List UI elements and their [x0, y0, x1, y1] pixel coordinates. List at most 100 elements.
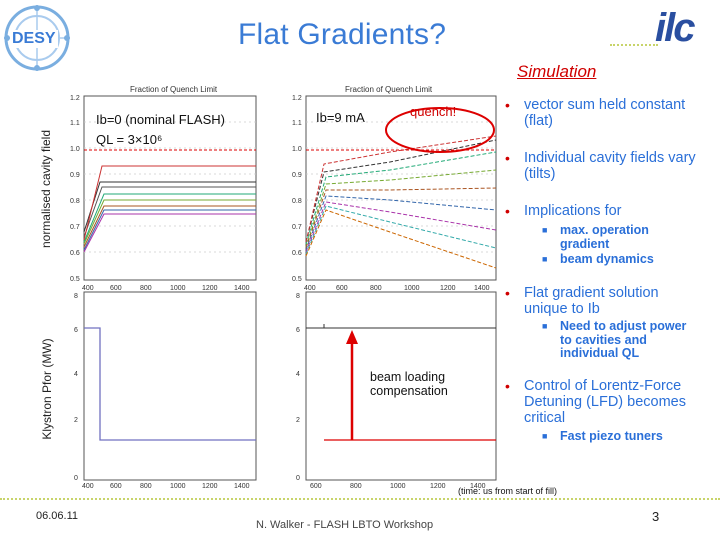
ytick-tl-6: 0.6 [70, 250, 80, 257]
bullet-5: • Control of Lorentz-Force Detuning (LFD… [505, 378, 704, 426]
bullet-1-text: vector sum held constant (flat) [524, 97, 686, 129]
bullet-dot: • [505, 97, 510, 113]
curve-tl-7 [83, 213, 256, 253]
top-left-axis-label: Fraction of Quench Limit [130, 85, 218, 94]
bullet-5-text: Control of Lorentz-Force Detuning (LFD) … [524, 378, 686, 426]
xtick-bl-1: 600 [110, 483, 122, 490]
ytick-tr-5: 0.7 [292, 224, 302, 231]
xtick-br-1: 800 [350, 483, 362, 490]
footer-date: 06.06.11 [36, 510, 79, 522]
xtick-bl-4: 1200 [202, 483, 218, 490]
ytick-tr-0: 1.2 [292, 95, 302, 102]
ytick-tr-1: 1.1 [292, 120, 302, 127]
slide-title: Flat Gradients? [238, 18, 447, 51]
curve-tr-8 [305, 209, 497, 269]
ytick-br-3: 2 [296, 417, 300, 424]
sub-bullet-square: ■ [542, 225, 548, 235]
xtick-tl-2: 800 [140, 285, 152, 292]
sub-bullet-square: ■ [542, 254, 548, 264]
ytick-tr-2: 1.0 [292, 146, 302, 153]
curve-tr-7 [305, 205, 497, 255]
plot-frame-top-left [83, 95, 257, 281]
sub-3-1-text: max. operation gradient [560, 223, 649, 251]
ytick-tl-7: 0.5 [70, 276, 80, 283]
ytick-tr-3: 0.9 [292, 172, 302, 179]
ylabel-cavity-field: normalised cavity field [39, 129, 53, 249]
plot-frame-bottom-left [83, 291, 257, 481]
ytick-tr-4: 0.8 [292, 198, 302, 205]
legend-tr: Ib=9 mA [316, 110, 365, 125]
ytick-tl-2: 1.0 [70, 146, 80, 153]
plot-frame-bottom-right [305, 291, 497, 481]
curve-tr-5 [305, 195, 497, 251]
sub-3-2: ■ beam dynamics [542, 252, 680, 267]
curve-tl-8 [83, 165, 256, 241]
xtick-tl-0: 400 [82, 285, 94, 292]
ytick-tl-0: 1.2 [70, 95, 80, 102]
header-dotted-line [610, 44, 658, 46]
ytick-br-2: 4 [296, 371, 300, 378]
xtick-bl-5: 1400 [234, 483, 250, 490]
bullet-dot: • [505, 285, 510, 301]
curve-tl-4 [83, 199, 256, 245]
ytick-bl-4: 0 [74, 475, 78, 482]
bullet-dot: • [505, 203, 510, 219]
bullet-1: • vector sum held constant (flat) [505, 97, 704, 129]
curve-tl-5 [83, 205, 256, 248]
curve-tr-2 [305, 151, 497, 245]
xtick-tr-2: 800 [370, 285, 382, 292]
bullet-3-text: Implications for [524, 203, 622, 219]
sub-bullet-square: ■ [542, 431, 548, 441]
curve-tl-1 [83, 181, 256, 233]
desy-logo: DESY [2, 2, 72, 74]
ilc-logo: ilc [655, 6, 696, 50]
xtick-bl-2: 800 [140, 483, 152, 490]
xtick-br-4: 1400 [470, 483, 486, 490]
ytick-tl-1: 1.1 [70, 120, 80, 127]
klystron-curve-bl [84, 327, 256, 441]
legend-tl-line2: QL = 3×10⁶ [96, 132, 163, 147]
bullet-3: • Implications for [505, 203, 704, 219]
annotation-line2: compensation [370, 384, 448, 398]
quench-label: quench! [410, 104, 457, 119]
xtick-tr-0: 400 [304, 285, 316, 292]
ytick-bl-3: 2 [74, 417, 78, 424]
sub-5-1: ■ Fast piezo tuners [542, 429, 690, 444]
desy-logo-text: DESY [10, 30, 58, 48]
ytick-br-4: 0 [296, 475, 300, 482]
curve-tr-6 [305, 201, 497, 253]
xtick-tr-3: 1000 [404, 285, 420, 292]
sub-4-1: ■ Need to adjust power to cavities and i… [542, 319, 700, 361]
bullet-4-text: Flat gradient solution unique to Ib [524, 285, 659, 317]
curve-tl-2 [83, 186, 256, 238]
bullet-dot: • [505, 378, 510, 394]
legend-tl-line1: Ib=0 (nominal FLASH) [96, 112, 225, 127]
curve-tr-9 [305, 135, 497, 243]
xtick-br-3: 1200 [430, 483, 446, 490]
xtick-tl-4: 1200 [202, 285, 218, 292]
top-right-axis-label: Fraction of Quench Limit [345, 85, 433, 94]
ytick-tr-7: 0.5 [292, 276, 302, 283]
ytick-bl-2: 4 [74, 371, 78, 378]
xtick-tl-1: 600 [110, 285, 122, 292]
xtick-br-2: 1000 [390, 483, 406, 490]
sub-3-1: ■ max. operation gradient [542, 223, 680, 251]
bullet-dot: • [505, 150, 510, 166]
footer-author: N. Walker - FLASH LBTO Workshop [256, 519, 434, 531]
xtick-tr-4: 1200 [440, 285, 456, 292]
curve-tl-3 [83, 193, 256, 243]
footer-page-number: 3 [652, 509, 660, 524]
curve-tr-3 [305, 169, 497, 248]
ytick-tr-6: 0.6 [292, 250, 302, 257]
sub-4-1-text: Need to adjust power to cavities and ind… [560, 319, 687, 360]
bullet-2-text: Individual cavity fields vary (tilts) [524, 150, 696, 182]
curve-tr-4 [305, 187, 497, 249]
xtick-bl-0: 400 [82, 483, 94, 490]
klystron-curve-br [306, 324, 496, 329]
ytick-bl-0: 8 [74, 293, 78, 300]
quench-ellipse [385, 107, 495, 153]
curve-tl-6 [83, 209, 256, 251]
xtick-tr-1: 600 [336, 285, 348, 292]
plots-svg: 1.2 1.1 1.0 0.9 0.8 0.7 0.6 0.5 1.2 1.1 … [70, 95, 497, 490]
bullet-4: • Flat gradient solution unique to Ib [505, 285, 704, 317]
